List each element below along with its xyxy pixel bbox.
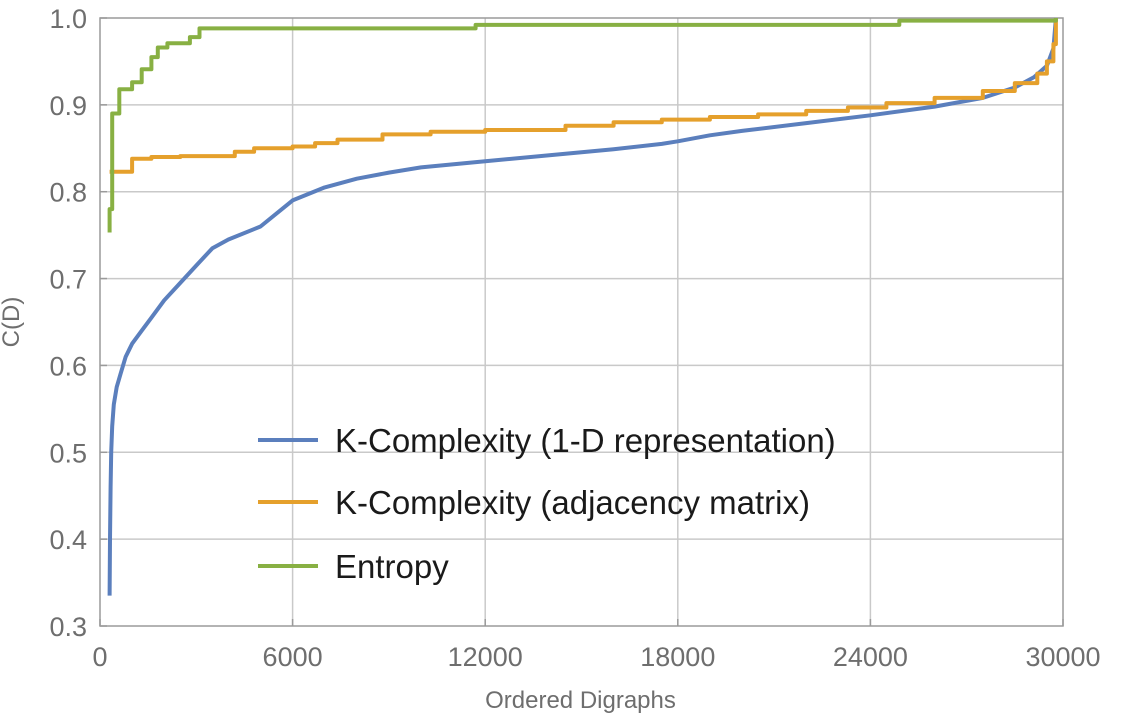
y-tick-label: 0.3 <box>49 612 87 642</box>
tick-labels: 0 6000 12000 18000 24000 30000 0.3 0.4 0.5 0.6 0.7… <box>49 4 1100 672</box>
y-tick-label: 0.6 <box>49 351 87 381</box>
x-tick-label: 30000 <box>1025 642 1100 672</box>
x-axis-title: Ordered Digraphs <box>485 687 676 714</box>
series-layer <box>107 17 1058 596</box>
y-tick-label: 0.4 <box>49 525 87 555</box>
x-tick-label: 18000 <box>640 642 715 672</box>
x-tick-label: 0 <box>92 642 107 672</box>
plot-border <box>99 17 1064 627</box>
legend: K-Complexity (1-D representation) K-Compl… <box>258 422 836 585</box>
legend-label-3: Entropy <box>335 548 449 585</box>
legend-label-2: K-Complexity (adjacency matrix) <box>335 484 810 521</box>
plot-frame <box>99 17 1064 627</box>
y-tick-label: 1.0 <box>49 4 87 34</box>
series-line-2 <box>109 18 1058 174</box>
x-tick-label: 24000 <box>833 642 908 672</box>
y-tick-label: 0.5 <box>49 438 87 468</box>
y-tick-label: 0.7 <box>49 265 87 295</box>
x-tick-label: 6000 <box>263 642 323 672</box>
y-tick-label: 0.9 <box>49 91 87 121</box>
legend-label-1: K-Complexity (1-D representation) <box>335 422 836 459</box>
y-tick-label: 0.8 <box>49 178 87 208</box>
y-axis-title: C(D) <box>0 297 25 348</box>
series-line-3 <box>107 18 1058 233</box>
series-line-1 <box>107 17 1058 596</box>
x-tick-label: 12000 <box>448 642 523 672</box>
